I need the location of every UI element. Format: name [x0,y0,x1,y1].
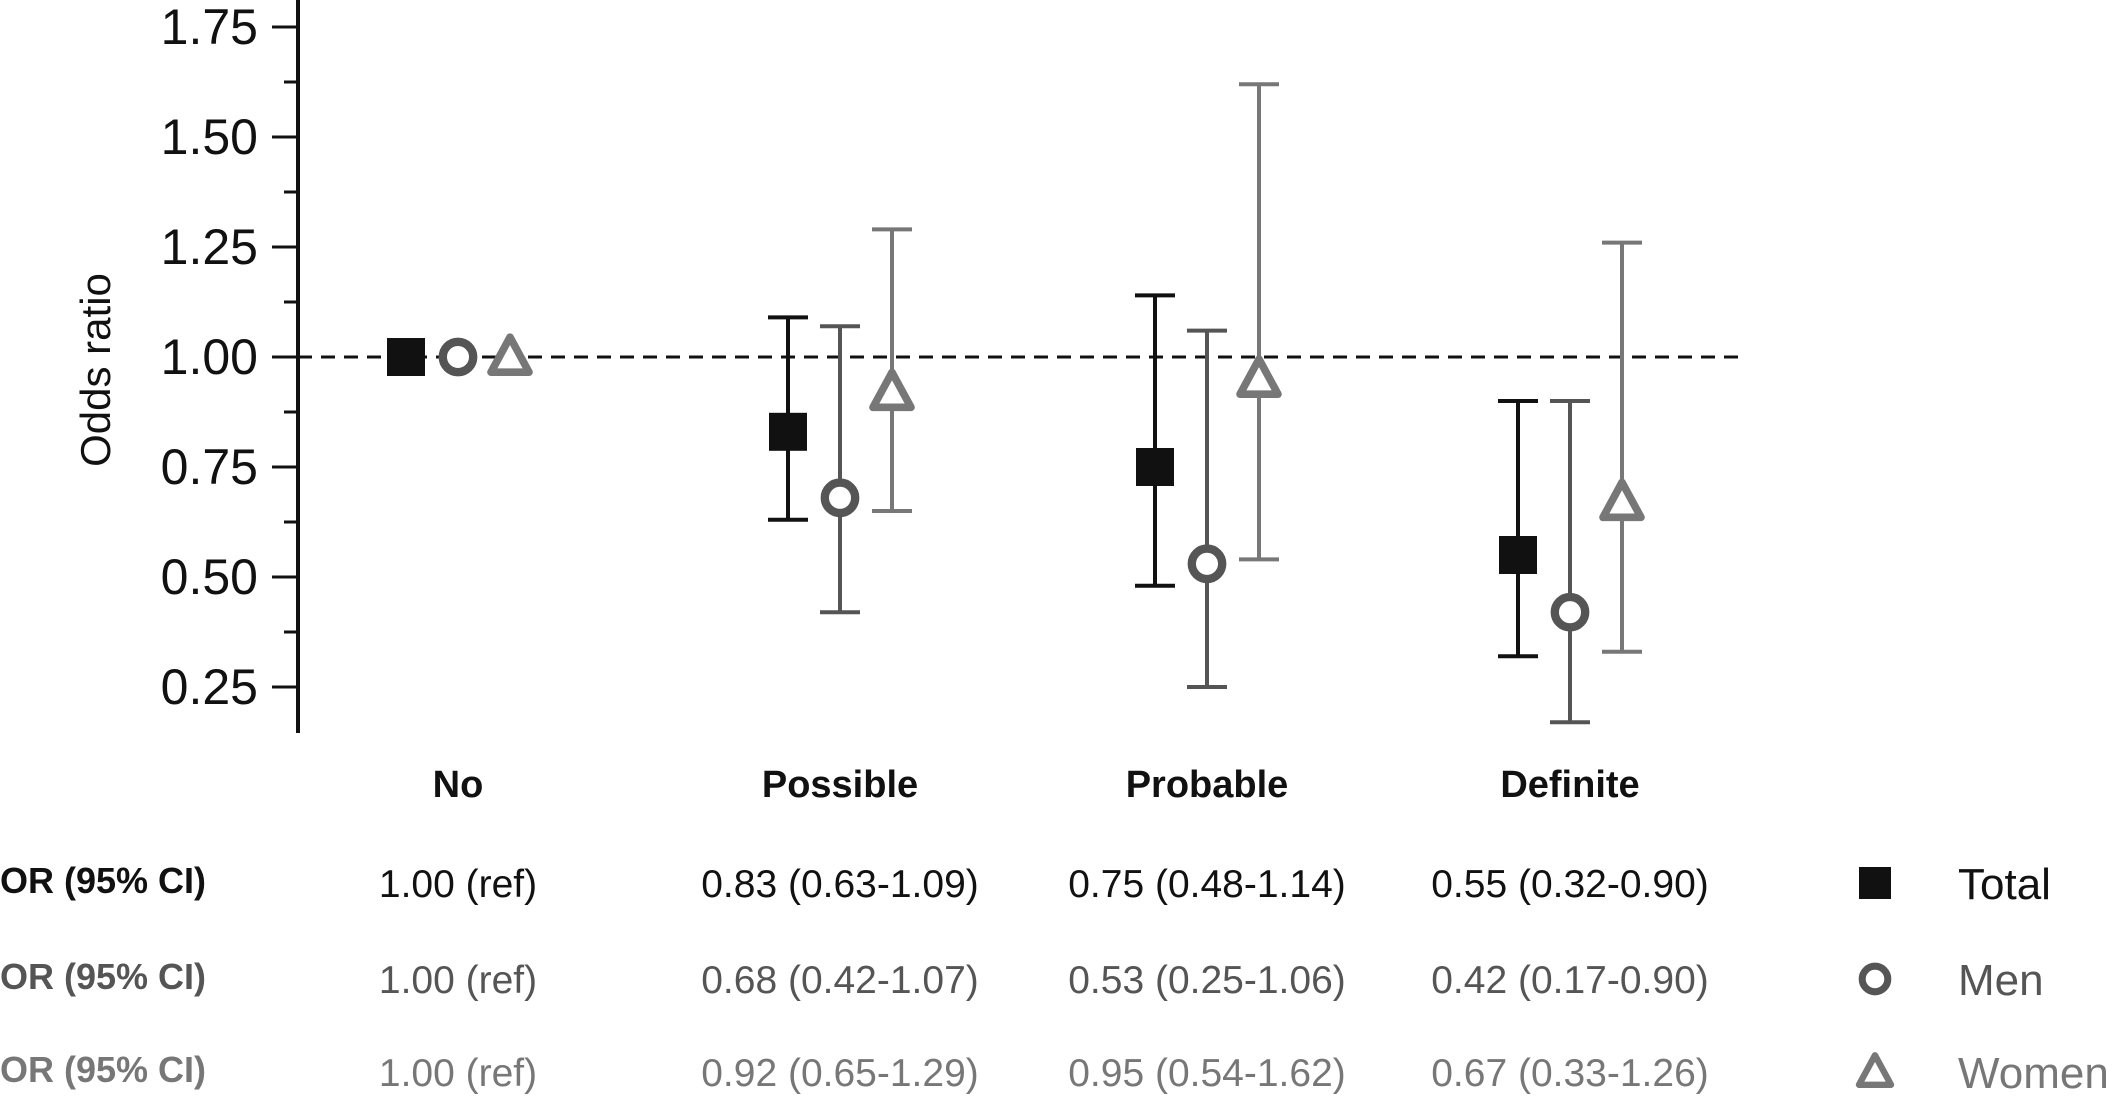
point-women [1236,355,1282,398]
category-labels: No Possible Probable Definite [433,764,1640,806]
table-cell: 1.00 (ref) [379,959,537,1002]
table-cell: 1.00 (ref) [379,1052,537,1095]
point-men [1550,592,1590,632]
point-total [1136,448,1174,486]
table-cell: 1.00 (ref) [379,863,537,906]
table-cell: 0.75 (0.48-1.14) [1068,863,1346,906]
table-cell: 0.83 (0.63-1.09) [701,863,979,906]
point-women [1599,478,1645,522]
y-tick-label: 0.75 [161,439,258,495]
category-label: Definite [1500,764,1639,806]
table-cell: 0.95 (0.54-1.62) [1068,1052,1346,1095]
table-cell: 0.55 (0.32-0.90) [1431,863,1709,906]
table-row-label: OR (95% CI) [0,1049,206,1090]
table-cell: 0.67 (0.33-1.26) [1431,1052,1709,1095]
point-total [769,412,807,451]
point-men [1187,544,1227,584]
legend: Total Men Women [1855,860,2109,1098]
y-tick-label: 1.25 [161,219,258,275]
y-tick-label: 1.50 [161,109,258,165]
table-row-label: OR (95% CI) [0,860,206,901]
table-cell: 0.92 (0.65-1.29) [701,1052,979,1095]
point-men [820,478,860,518]
legend-marker-women [1855,1052,1895,1088]
y-axis-label: Odds ratio [72,273,119,467]
point-total [1499,536,1537,574]
category-label: No [433,764,484,806]
point-women [487,333,533,376]
y-tick-label: 0.25 [161,659,258,715]
category-label: Probable [1126,764,1289,806]
point-men [438,337,478,377]
legend-marker-total [1859,867,1891,899]
y-tick-label: 1.75 [161,0,258,55]
category-label: Possible [762,764,918,806]
legend-label: Women [1958,1049,2109,1098]
legend-marker-men [1858,962,1892,996]
point-total [387,338,425,376]
table-cell: 0.68 (0.42-1.07) [701,959,979,1002]
y-tick-label: 0.50 [161,549,258,605]
or-table: OR (95% CI) 1.00 (ref) 0.83 (0.63-1.09) 0.7… [0,860,1709,1095]
y-tick-label: 1.00 [161,329,258,385]
y-axis: 0.25 0.50 0.75 1.00 1.25 1.50 1.75 Odds ratio [72,0,300,733]
data-marks [387,82,1645,725]
table-row-label: OR (95% CI) [0,956,206,997]
table-cell: 0.53 (0.25-1.06) [1068,959,1346,1002]
legend-label: Men [1958,956,2044,1005]
table-cell: 0.42 (0.17-0.90) [1431,959,1709,1002]
point-women [869,368,915,412]
legend-label: Total [1958,860,2051,909]
